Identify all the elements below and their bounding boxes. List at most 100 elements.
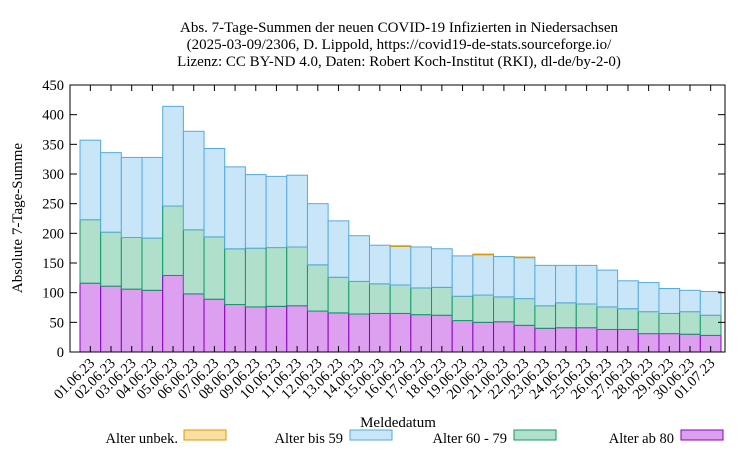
bar-segment-2-07.06.23 [203,236,226,300]
bar-segment-2-10.06.23 [265,247,288,307]
bar-segment-2-08.06.23 [224,248,246,306]
bar-segment-3-06.06.23 [182,130,205,231]
bar-segment-3-22.06.23 [513,257,536,300]
bar-segment-3-24.06.23 [555,264,577,304]
y-tick-label: 100 [42,286,64,302]
bar-segment-3-04.06.23 [141,156,164,239]
bar-segment-2-12.06.23 [306,264,329,312]
bar-segment-2-19.06.23 [451,295,474,322]
bar-segment-3-07.06.23 [203,147,226,238]
bar-segment-2-16.06.23 [389,284,412,314]
bar-segment-2-01.06.23 [79,219,102,284]
bar-segment-1-03.06.23 [120,288,143,353]
y-tick-label: 400 [42,108,64,124]
bar-segment-1-07.06.23 [203,298,226,353]
bar-segment-2-05.06.23 [162,205,184,276]
plot-frame [69,84,726,353]
bar-segment-1-12.06.23 [306,310,329,353]
bar-segment-3-20.06.23 [472,254,495,296]
legend: Alter unbek. Alter bis 59 Alter 60 - 79 Alt… [106,429,724,447]
y-tick-label: 150 [42,256,64,272]
bar-segment-2-01.07.23 [699,314,722,336]
bar-segment-3-10.06.23 [265,175,288,249]
bar-segment-2-14.06.23 [348,280,370,315]
bar-segment-3-29.06.23 [658,288,681,314]
bar-segment-2-17.06.23 [410,287,433,316]
y-tick-label: 50 [50,315,65,331]
x-axis: 01.06.2302.06.2303.06.2304.06.2305.06.23… [51,85,718,403]
bar-segment-2-11.06.23 [286,246,308,307]
chart-title: Abs. 7-Tage-Summen der neuen COVID-19 In… [177,20,621,70]
legend-swatch [349,429,393,441]
bar-segment-4-20.06.23 [472,253,495,256]
bar-segment-3-30.06.23 [679,289,701,313]
bar-segment-2-18.06.23 [431,286,453,316]
bar-segment-3-08.06.23 [224,166,246,250]
bar-segment-3-03.06.23 [120,156,143,238]
bar-segment-3-01.07.23 [699,290,722,316]
bar-segment-1-05.06.23 [162,274,184,353]
title-line-3: Lizenz: CC BY-ND 4.0, Daten: Robert Koch… [177,54,621,70]
bar-series [79,105,722,353]
bar-segment-4-16.06.23 [389,245,412,247]
bar-segment-3-17.06.23 [410,246,433,289]
bar-segment-2-04.06.23 [141,237,164,291]
legend-label: Alter unbek. [106,431,178,447]
bar-segment-3-14.06.23 [348,235,370,282]
bar-segment-2-20.06.23 [472,294,495,323]
bar-segment-2-28.06.23 [637,311,660,335]
y-axis: 0 50 100 150 200 250 300 350 400 450 [42,78,725,361]
bar-segment-2-21.06.23 [493,296,515,323]
y-tick-label: 250 [42,197,64,213]
y-axis-label: Absolute 7-Tage-Summe [10,143,26,294]
bar-segment-3-21.06.23 [493,255,515,298]
bar-segment-2-22.06.23 [513,298,536,326]
bar-segment-3-18.06.23 [431,248,453,288]
bar-segment-2-26.06.23 [596,306,619,330]
legend-label: Alter 60 - 79 [433,431,508,447]
bar-segment-2-24.06.23 [555,302,577,329]
bar-segment-3-19.06.23 [451,255,474,297]
bar-segment-3-13.06.23 [327,220,350,278]
bar-segment-2-06.06.23 [182,229,205,295]
bar-segment-1-08.06.23 [224,304,246,353]
bar-segment-2-15.06.23 [368,283,391,314]
bar-segment-2-29.06.23 [658,312,681,335]
legend-swatch [183,429,227,441]
y-tick-label: 200 [42,226,64,242]
bar-segment-1-01.06.23 [79,282,102,353]
bar-segment-3-01.06.23 [79,139,102,221]
legend-label: Alter ab 80 [609,431,674,447]
bar-segment-3-27.06.23 [617,280,639,310]
bar-segment-2-03.06.23 [120,236,143,290]
legend-swatch [680,429,724,441]
y-tick-label: 350 [42,137,64,153]
y-tick-label: 300 [42,167,64,183]
title-line-2: (2025-03-09/2306, D. Lippold, https://co… [187,37,612,53]
bar-segment-3-23.06.23 [534,264,557,307]
bar-segment-2-23.06.23 [534,305,557,329]
bar-segment-3-11.06.23 [286,174,308,248]
bar-segment-2-25.06.23 [575,303,598,329]
bar-segment-3-05.06.23 [162,105,184,207]
bar-segment-3-25.06.23 [575,264,598,305]
bar-segment-2-02.06.23 [100,231,122,287]
bar-segment-3-28.06.23 [637,282,660,313]
bar-segment-1-09.06.23 [244,306,267,353]
y-tick-label: 450 [42,78,64,94]
bar-segment-4-22.06.23 [513,256,536,259]
legend-swatch [513,429,557,441]
bar-segment-1-04.06.23 [141,289,164,353]
bar-segment-3-09.06.23 [244,174,267,249]
bar-segment-1-11.06.23 [286,305,308,353]
legend-label: Alter bis 59 [275,431,343,447]
bar-segment-1-10.06.23 [265,305,288,353]
x-axis-label: Meldedatum [360,415,436,431]
bar-segment-2-13.06.23 [327,276,350,314]
bar-segment-3-02.06.23 [100,152,122,233]
y-tick-label: 0 [57,345,64,361]
bar-segment-2-30.06.23 [679,311,701,335]
bar-segment-3-16.06.23 [389,245,412,286]
bar-segment-3-15.06.23 [368,244,391,285]
